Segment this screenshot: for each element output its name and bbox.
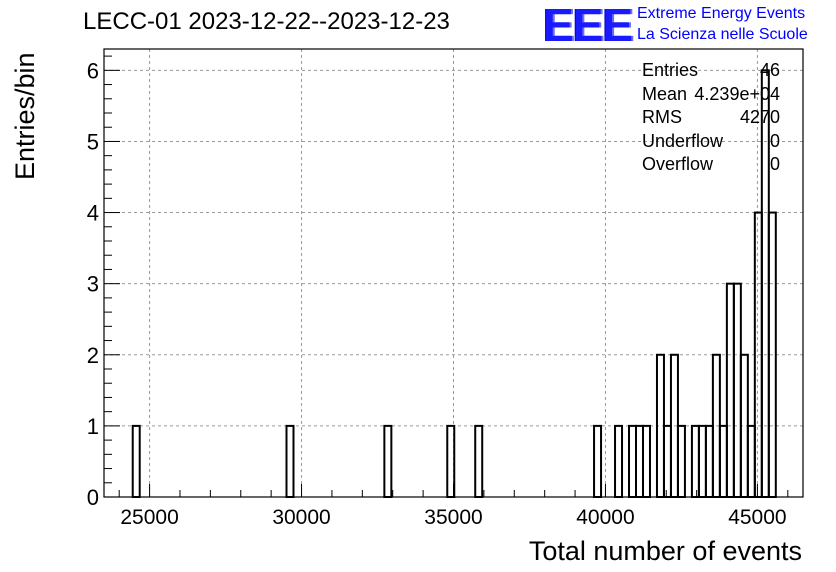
stats-value: 46	[759, 60, 780, 80]
histogram-bar	[383, 424, 393, 498]
x-tick-label: 25000	[120, 506, 178, 529]
stats-label: Overflow	[642, 154, 714, 174]
histogram-bar	[718, 424, 728, 498]
stats-row-underflow: Underflow 0	[642, 130, 780, 154]
stats-value: 0	[769, 130, 780, 151]
eee-logo: EEE	[543, 0, 633, 51]
stats-value: 4270	[739, 107, 780, 127]
logo-caption-line-2: La Scienza nelle Scuole	[637, 26, 808, 43]
stats-label: RMS	[642, 107, 682, 127]
histogram-bar	[634, 424, 644, 498]
y-tick-label: 5	[87, 129, 99, 154]
histogram-bar	[285, 424, 295, 498]
stats-label: Mean	[642, 83, 688, 104]
x-tick-label: 35000	[424, 506, 482, 529]
x-tick-label: 40000	[576, 506, 634, 529]
logo-caption: Extreme Energy Events La Scienza nelle S…	[637, 3, 808, 45]
y-axis-label: Entries/bin	[10, 52, 40, 180]
stats-box: Entries 46 Mean 4.239e+04 RMS 4270 Under…	[642, 59, 780, 177]
histogram-bar	[676, 424, 686, 498]
stats-value: 0	[769, 154, 780, 174]
histogram-bar	[593, 424, 603, 498]
logo-caption-line-1: Extreme Energy Events	[637, 5, 806, 22]
chart-title: LECC-01 2023-12-22--2023-12-23	[83, 8, 450, 35]
histogram-bar	[641, 424, 651, 498]
histogram-bar	[131, 424, 141, 498]
y-tick-label: 4	[87, 201, 99, 226]
y-tick-label: 3	[87, 272, 99, 297]
histogram-bar	[690, 424, 700, 498]
stats-value: 4.239e+04	[694, 83, 780, 104]
histogram-bar	[725, 282, 735, 498]
y-tick-label: 2	[87, 343, 99, 368]
histogram-bar	[732, 282, 742, 498]
stats-row-entries: Entries 46	[642, 59, 780, 83]
stats-row-rms: RMS 4270	[642, 106, 780, 130]
histogram-bar	[746, 424, 756, 498]
x-axis-label: Total number of events	[528, 536, 802, 566]
histogram-bar	[474, 424, 484, 498]
stats-label: Underflow	[642, 130, 724, 151]
stats-row-overflow: Overflow 0	[642, 153, 780, 177]
histogram-bar	[614, 424, 624, 498]
histogram-bar	[628, 424, 637, 498]
histogram-bar	[662, 424, 672, 498]
y-tick-label: 1	[87, 414, 99, 439]
stats-label: Entries	[642, 60, 699, 80]
histogram-bar	[704, 424, 714, 498]
stats-row-mean: Mean 4.239e+04	[642, 83, 780, 107]
x-tick-label: 30000	[272, 506, 330, 529]
histogram-bar	[697, 424, 707, 498]
x-tick-label: 45000	[728, 506, 786, 529]
y-tick-label: 0	[87, 485, 99, 510]
y-tick-label: 6	[87, 58, 99, 83]
